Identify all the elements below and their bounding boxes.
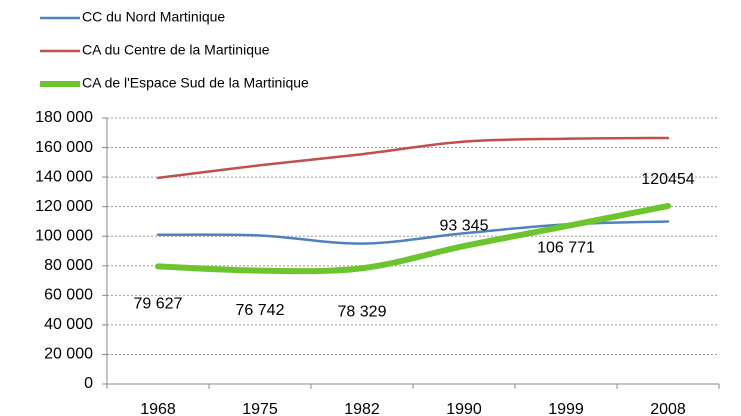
x-tick-label: 1975 xyxy=(242,401,278,416)
y-tick-label: 120 000 xyxy=(35,198,93,215)
y-tick-label: 180 000 xyxy=(35,109,93,126)
series-line xyxy=(155,202,671,275)
y-tick-label: 0 xyxy=(84,375,93,392)
y-tick-label: 60 000 xyxy=(44,287,93,304)
y-tick-label: 100 000 xyxy=(35,227,93,244)
y-tick-label: 20 000 xyxy=(44,346,93,363)
y-tick-label: 40 000 xyxy=(44,316,93,333)
legend-label: CA du Centre de la Martinique xyxy=(82,42,270,58)
data-label: 76 742 xyxy=(236,302,285,319)
data-label: 79 627 xyxy=(134,296,183,313)
y-tick-label: 160 000 xyxy=(35,139,93,156)
x-tick-label: 1968 xyxy=(140,401,176,416)
series-line xyxy=(156,136,670,180)
data-label: 106 771 xyxy=(537,239,595,256)
legend-label: CC du Nord Martinique xyxy=(82,9,225,25)
x-tick-label: 1990 xyxy=(446,401,482,416)
x-tick-label: 1982 xyxy=(344,401,380,416)
x-tick-label: 1999 xyxy=(548,401,584,416)
data-label: 120454 xyxy=(641,171,694,188)
data-label: 78 329 xyxy=(338,303,387,320)
legend-label: CA de l'Espace Sud de la Martinique xyxy=(82,75,309,91)
data-label: 93 345 xyxy=(440,217,489,234)
y-tick-label: 140 000 xyxy=(35,168,93,185)
y-tick-label: 80 000 xyxy=(44,257,93,274)
x-tick-label: 2008 xyxy=(650,401,686,416)
